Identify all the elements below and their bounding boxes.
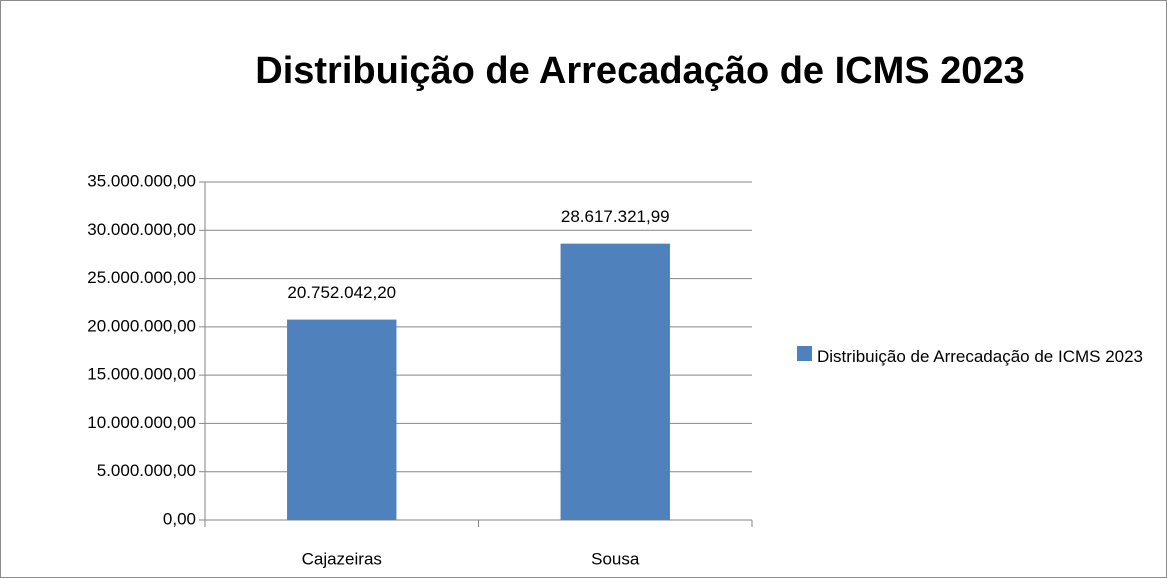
- y-tick-label: 30.000.000,00: [87, 220, 196, 239]
- chart-title: Distribuição de Arrecadação de ICMS 2023: [255, 50, 1025, 92]
- bar: [287, 319, 397, 520]
- data-label: 28.617.321,99: [561, 207, 670, 226]
- x-tick-label: Sousa: [591, 549, 640, 568]
- y-tick-label: 25.000.000,00: [87, 268, 196, 287]
- x-tick-label: Cajazeiras: [302, 549, 382, 568]
- legend-swatch: [797, 346, 812, 361]
- bar: [560, 243, 670, 520]
- y-tick-label: 35.000.000,00: [87, 171, 196, 190]
- legend-label: Distribuição de Arrecadação de ICMS 2023: [817, 347, 1144, 366]
- y-tick-label: 10.000.000,00: [87, 413, 196, 432]
- y-tick-label: 20.000.000,00: [87, 316, 196, 335]
- data-label: 20.752.042,20: [287, 283, 396, 302]
- y-tick-label: 5.000.000,00: [97, 461, 196, 480]
- y-tick-label: 0,00: [163, 509, 196, 528]
- y-tick-label: 15.000.000,00: [87, 365, 196, 384]
